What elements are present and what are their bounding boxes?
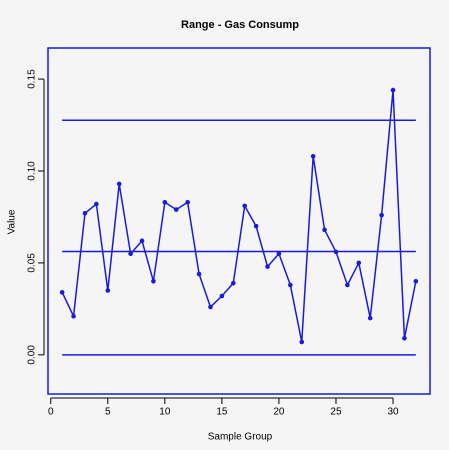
data-point [71, 313, 76, 319]
data-point [128, 251, 133, 257]
x-tick-label: 20 [273, 407, 285, 418]
y-tick-label: 0.15 [27, 69, 38, 89]
data-point [151, 279, 156, 284]
data-point [322, 227, 327, 233]
data-point [402, 335, 407, 341]
data-point [276, 251, 282, 257]
x-tick-label: 30 [387, 407, 399, 418]
data-point [310, 153, 316, 159]
data-line [61, 90, 417, 343]
data-point [173, 207, 179, 212]
data-point [94, 201, 99, 207]
x-tick-label: 25 [330, 407, 342, 418]
y-tick-label: 0.00 [27, 345, 38, 365]
data-point [219, 293, 225, 299]
data-point [356, 260, 362, 266]
data-point [208, 304, 213, 310]
data-point [139, 238, 145, 244]
y-axis-label: Value [7, 209, 18, 234]
x-tick-label: 0 [48, 407, 54, 418]
data-point [185, 199, 190, 205]
data-point [367, 315, 373, 321]
x-axis-label: Sample Group [208, 432, 273, 443]
data-point [379, 212, 384, 218]
x-tick-label: 15 [216, 407, 228, 418]
data-point [196, 271, 202, 277]
plot-frame [47, 47, 431, 395]
data-point [390, 87, 396, 93]
data-point [288, 282, 293, 288]
data-point [105, 288, 111, 293]
data-point [162, 199, 168, 205]
y-tick-label: 0.05 [27, 253, 38, 273]
data-point [299, 339, 305, 345]
data-point [242, 203, 248, 209]
x-tick-label: 5 [105, 407, 111, 418]
chart-title: Range - Gas Consump [181, 19, 299, 31]
data-point [413, 279, 419, 284]
data-point [265, 264, 270, 269]
data-point [116, 181, 122, 187]
data-point [59, 290, 65, 295]
data-point [253, 223, 259, 229]
data-point [333, 249, 339, 255]
x-tick-label: 10 [159, 407, 171, 418]
data-point [82, 210, 88, 216]
data-point [230, 280, 236, 286]
y-tick-label: 0.10 [27, 161, 38, 181]
data-point [345, 282, 350, 288]
